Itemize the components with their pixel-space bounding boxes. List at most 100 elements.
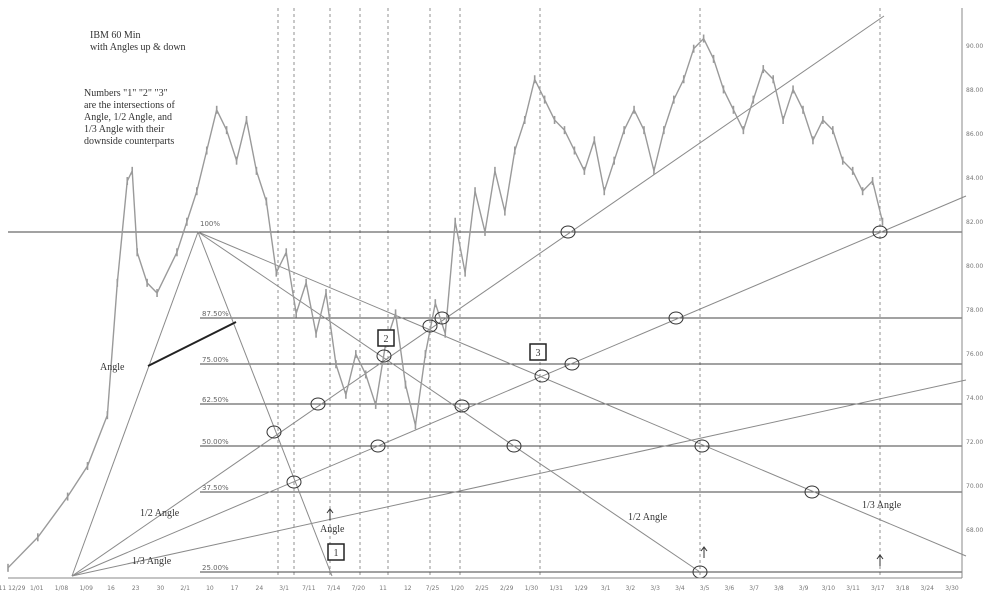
intersection-circle bbox=[286, 475, 302, 489]
x-tick-label: 3/5 bbox=[700, 585, 710, 592]
retracement-label: 75.00% bbox=[202, 356, 229, 364]
x-tick-label: 1/09 bbox=[79, 585, 93, 592]
retracement-label: 50.00% bbox=[202, 438, 229, 446]
intersection-box bbox=[327, 543, 345, 561]
y-tick-label: 72.00 bbox=[966, 439, 983, 446]
x-tick-label: 2/1 bbox=[180, 585, 190, 592]
x-tick-label: 3/1 bbox=[601, 585, 611, 592]
y-tick-label: 78.00 bbox=[966, 307, 983, 314]
x-tick-label: 1/08 bbox=[55, 585, 69, 592]
intersection-circle bbox=[370, 439, 386, 453]
x-tick-label: 7/20 bbox=[352, 585, 366, 592]
y-tick-label: 84.00 bbox=[966, 175, 983, 182]
angle-label: 1/2 Angle bbox=[140, 508, 180, 519]
angle-line bbox=[71, 231, 199, 577]
intersection-circle bbox=[872, 225, 888, 239]
arrow-head bbox=[326, 508, 334, 514]
x-tick-label: 1/31 bbox=[549, 585, 563, 592]
x-tick-label: 3/10 bbox=[822, 585, 836, 592]
x-tick-label: 1/20 bbox=[451, 585, 465, 592]
angle-line bbox=[71, 195, 967, 577]
x-tick-label: 3/3 bbox=[650, 585, 660, 592]
x-tick-label: 12 bbox=[404, 585, 412, 592]
price-series bbox=[7, 34, 884, 572]
intersection-circle bbox=[454, 399, 470, 413]
intersection-circle bbox=[534, 369, 550, 383]
retracement-label: 25.00% bbox=[202, 564, 229, 572]
y-tick-label: 86.00 bbox=[966, 131, 983, 138]
angle-line bbox=[71, 15, 885, 577]
x-tick-label: 3/8 bbox=[774, 585, 784, 592]
angle-label: Angle bbox=[320, 524, 345, 535]
grid bbox=[277, 8, 881, 578]
intersection-circle bbox=[310, 397, 326, 411]
arrow-head bbox=[876, 554, 884, 560]
angle-lines bbox=[71, 15, 967, 577]
angle-label: 1/3 Angle bbox=[132, 556, 172, 567]
x-tick-label: 3/18 bbox=[896, 585, 910, 592]
angle-line bbox=[197, 231, 701, 573]
intersection-number: 2 bbox=[384, 334, 389, 345]
x-tick-label: 2/25 bbox=[475, 585, 489, 592]
x-tick-label: 30 bbox=[157, 585, 165, 592]
intersection-circle bbox=[564, 357, 580, 371]
retracement-label: 87.50% bbox=[202, 310, 229, 318]
intersection-circle bbox=[560, 225, 576, 239]
x-tick-label: 7/25 bbox=[426, 585, 440, 592]
x-tick-label: 3/24 bbox=[921, 585, 935, 592]
y-tick-label: 80.00 bbox=[966, 263, 983, 270]
angle-line bbox=[71, 379, 967, 577]
intersection-circle bbox=[422, 319, 438, 333]
x-tick-label: 23 bbox=[132, 585, 140, 592]
arrow-head bbox=[700, 546, 708, 552]
y-tick-label: 74.00 bbox=[966, 395, 983, 402]
y-tick-label: 76.00 bbox=[966, 351, 983, 358]
x-tick-label: 7/11 bbox=[302, 585, 316, 592]
retracement-label: 37.50% bbox=[202, 484, 229, 492]
x-tick-label: 3/7 bbox=[749, 585, 759, 592]
retracement-label: 100% bbox=[200, 220, 220, 228]
angle-line bbox=[197, 231, 333, 577]
y-tick-label: 82.00 bbox=[966, 219, 983, 226]
angle-label: Angle bbox=[100, 362, 125, 373]
x-tick-label: 3/2 bbox=[626, 585, 636, 592]
x-tick-label: 10 bbox=[206, 585, 214, 592]
y-tick-label: 88.00 bbox=[966, 87, 983, 94]
axes: 90.00 88.00 86.00 84.00 82.00 80.00 78.00 76.00… bbox=[0, 8, 983, 592]
intersection-circle bbox=[506, 439, 522, 453]
x-tick-label: 1/29 bbox=[574, 585, 588, 592]
intersection-number: 3 bbox=[536, 348, 541, 359]
x-tick-label: 3/9 bbox=[799, 585, 809, 592]
x-tick-label: 3/1 bbox=[279, 585, 289, 592]
angle-line bbox=[147, 321, 237, 367]
intersection-box bbox=[377, 329, 395, 347]
intersection-circle bbox=[376, 349, 392, 363]
x-tick-label: 11 12/29 bbox=[0, 585, 26, 592]
intersection-marks: 1 2 3 bbox=[266, 225, 888, 579]
x-tick-label: 11 bbox=[379, 585, 387, 592]
retracement-label: 0 bbox=[202, 0, 206, 2]
x-tick-label: 2/29 bbox=[500, 585, 514, 592]
chart-note: Numbers "1" "2" "3" are the intersection… bbox=[84, 88, 175, 147]
x-tick-label: 3/11 bbox=[846, 585, 860, 592]
chart-labels: 100% 87.50% 75.00% 62.50% 50.00% 37.50% 25.00%… bbox=[100, 0, 902, 572]
x-tick-label: 1/30 bbox=[525, 585, 539, 592]
angle-label: 1/2 Angle bbox=[628, 512, 668, 523]
retracement-label: 62.50% bbox=[202, 396, 229, 404]
intersection-circle bbox=[804, 485, 820, 499]
x-tick-label: 24 bbox=[256, 585, 264, 592]
chart-title: IBM 60 Min with Angles up & down bbox=[90, 30, 186, 53]
intersection-circle bbox=[694, 439, 710, 453]
y-tick-label: 90.00 bbox=[966, 43, 983, 50]
y-tick-label: 68.00 bbox=[966, 527, 983, 534]
intersection-number: 1 bbox=[334, 548, 339, 559]
x-tick-label: 3/6 bbox=[725, 585, 735, 592]
x-tick-label: 1/01 bbox=[30, 585, 44, 592]
x-tick-label: 3/17 bbox=[871, 585, 885, 592]
intersection-circle bbox=[668, 311, 684, 325]
angle-line bbox=[197, 231, 967, 557]
x-tick-label: 3/4 bbox=[675, 585, 685, 592]
intersection-circle bbox=[434, 311, 450, 325]
intersection-box bbox=[529, 343, 547, 361]
